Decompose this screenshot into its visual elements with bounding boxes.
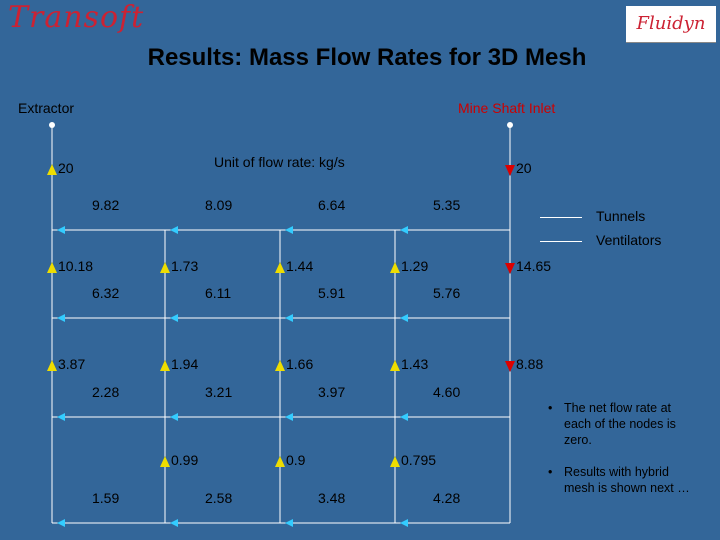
left-arrow-icon: [170, 226, 178, 234]
tunnels-legend-line: [540, 217, 582, 218]
left-arrow-icon: [400, 413, 408, 421]
horizontal-flow-value: 1.59: [92, 490, 120, 506]
slide-title: Results: Mass Flow Rates for 3D Mesh: [147, 44, 587, 71]
vertical-flow-value: 1.73: [171, 258, 199, 274]
left-arrow-icon: [285, 314, 293, 322]
up-arrow-icon: [275, 456, 285, 467]
vertical-flow-value: 8.88: [516, 356, 544, 372]
left-arrow-icon: [170, 519, 178, 527]
left-arrow-icon: [400, 226, 408, 234]
vertical-flow-value: 0.9: [286, 452, 306, 468]
ventilators-legend-label: Ventilators: [596, 232, 662, 248]
horizontal-flow-value: 3.48: [318, 490, 346, 506]
vertical-flow-value: 0.99: [171, 452, 199, 468]
left-arrow-icon: [57, 314, 65, 322]
mine-shaft-inlet-label: Mine Shaft Inlet: [458, 100, 556, 116]
up-arrow-icon: [160, 456, 170, 467]
up-arrow-icon: [390, 456, 400, 467]
horizontal-flow-value: 5.35: [433, 197, 461, 213]
left-arrow-icon: [285, 413, 293, 421]
note-item: • Results with hybrid mesh is shown next …: [540, 464, 700, 496]
down-arrow-icon: [505, 263, 515, 274]
horizontal-flow-value: 6.11: [205, 285, 232, 301]
extractor-label: Extractor: [18, 100, 75, 116]
vertical-flow-value: 1.43: [401, 356, 429, 372]
notes-list: • The net flow rate at each of the nodes …: [540, 400, 700, 512]
horizontal-flow-value: 3.97: [318, 384, 346, 400]
horizontal-flow-value: 4.60: [433, 384, 461, 400]
tunnels-legend-label: Tunnels: [596, 208, 646, 224]
vertical-flow-value: 0.795: [401, 452, 437, 468]
up-arrow-icon: [47, 360, 57, 371]
horizontal-flow-value: 4.28: [433, 490, 461, 506]
horizontal-flow-value: 2.58: [205, 490, 233, 506]
horizontal-flow-value: 6.64: [318, 197, 346, 213]
mesh-node: [49, 122, 55, 128]
horizontal-flow-value: 6.32: [92, 285, 120, 301]
transoft-logo: Transoft: [8, 0, 145, 35]
horizontal-flow-value: 5.76: [433, 285, 461, 301]
down-arrow-icon: [505, 361, 515, 372]
vertical-flow-value: 10.18: [58, 258, 94, 274]
up-arrow-icon: [275, 262, 285, 273]
up-arrow-icon: [390, 262, 400, 273]
horizontal-flow-value: 5.91: [318, 285, 346, 301]
left-arrow-icon: [400, 519, 408, 527]
bullet-icon: •: [548, 401, 553, 415]
mesh-node: [507, 122, 513, 128]
up-arrow-icon: [47, 262, 57, 273]
note-item: • The net flow rate at each of the nodes …: [540, 400, 700, 448]
left-arrow-icon: [57, 519, 65, 527]
up-arrow-icon: [275, 360, 285, 371]
left-arrow-icon: [285, 226, 293, 234]
vertical-flow-value: 3.87: [58, 356, 86, 372]
vertical-flow-value: 1.44: [286, 258, 314, 274]
fluidyn-logo: Fluidyn: [626, 6, 716, 43]
horizontal-flow-value: 2.28: [92, 384, 120, 400]
left-arrow-icon: [400, 314, 408, 322]
note-text: Results with hybrid mesh is shown next …: [564, 465, 690, 495]
left-arrow-icon: [57, 413, 65, 421]
left-arrow-icon: [285, 519, 293, 527]
vertical-flow-value: 20: [58, 160, 74, 176]
vertical-flow-value: 1.66: [286, 356, 314, 372]
bullet-icon: •: [548, 465, 553, 479]
up-arrow-icon: [160, 262, 170, 273]
up-arrow-icon: [160, 360, 170, 371]
left-arrow-icon: [170, 314, 178, 322]
up-arrow-icon: [47, 164, 57, 175]
note-text: The net flow rate at each of the nodes i…: [564, 401, 676, 447]
vertical-flow-value: 1.29: [401, 258, 429, 274]
horizontal-flow-value: 3.21: [205, 384, 233, 400]
left-arrow-icon: [170, 413, 178, 421]
down-arrow-icon: [505, 165, 515, 176]
vertical-flow-value: 14.65: [516, 258, 552, 274]
vertical-flow-value: 20: [516, 160, 532, 176]
horizontal-flow-value: 9.82: [92, 197, 120, 213]
ventilators-legend-line: [540, 241, 582, 242]
up-arrow-icon: [390, 360, 400, 371]
horizontal-flow-value: 8.09: [205, 197, 233, 213]
left-arrow-icon: [57, 226, 65, 234]
unit-label: Unit of flow rate: kg/s: [214, 154, 345, 170]
vertical-flow-value: 1.94: [171, 356, 199, 372]
